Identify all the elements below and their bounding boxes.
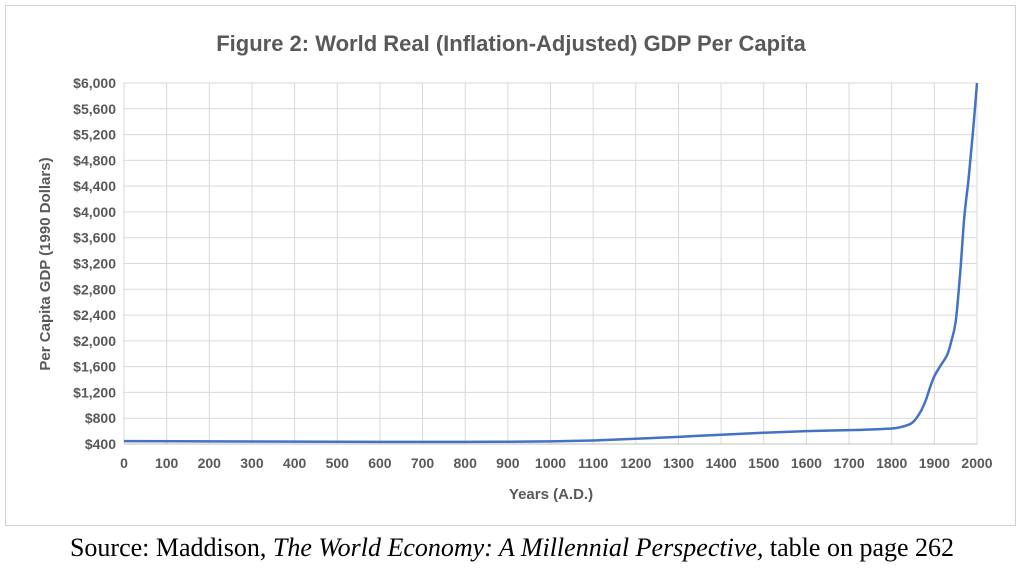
y-tick-label: $2,400: [73, 307, 116, 323]
x-tick-label: 1500: [748, 455, 779, 471]
y-axis-ticks: $400 $800 $1,200 $1,600 $2,000 $2,400 $2,800 $3…: [73, 75, 116, 452]
y-tick-label: $4,400: [73, 178, 116, 194]
x-tick-label: 0: [120, 455, 128, 471]
x-tick-label: 300: [240, 455, 264, 471]
x-axis-ticks: 0 100 200 300 400 500 600 700 800 900 1000 1100 1200…: [120, 455, 993, 471]
source-book-title: The World Economy: A Millennial Perspect…: [272, 533, 764, 562]
y-tick-label: $800: [85, 410, 116, 426]
y-axis-label: Per Capita GDP (1990 Dollars): [37, 157, 54, 370]
y-tick-label: $5,600: [73, 101, 116, 117]
x-tick-label: 200: [198, 455, 222, 471]
x-tick-label: 1700: [833, 455, 864, 471]
x-tick-label: 1200: [620, 455, 651, 471]
gridlines: [123, 82, 978, 445]
y-tick-label: $3,200: [73, 256, 116, 272]
y-tick-label: $2,000: [73, 333, 116, 349]
x-tick-label: 400: [283, 455, 307, 471]
chart-frame: [5, 5, 1016, 526]
x-tick-label: 500: [326, 455, 350, 471]
y-tick-label: $1,200: [73, 384, 116, 400]
x-tick-label: 1000: [535, 455, 566, 471]
source-caption: Source: Maddison, The World Economy: A M…: [0, 533, 1024, 563]
x-tick-label: 800: [454, 455, 478, 471]
x-tick-label: 700: [411, 455, 435, 471]
chart-title: Figure 2: World Real (Inflation-Adjusted…: [216, 31, 806, 56]
y-tick-label: $1,600: [73, 359, 116, 375]
y-tick-label: $3,600: [73, 230, 116, 246]
y-tick-label: $5,200: [73, 127, 116, 143]
series-line-gdp-per-capita: [123, 82, 979, 444]
source-suffix: table on page 262: [763, 533, 955, 562]
y-tick-label: $6,000: [73, 75, 116, 91]
x-tick-label: 1900: [919, 455, 950, 471]
y-tick-label: $2,800: [73, 281, 116, 297]
x-tick-label: 900: [496, 455, 520, 471]
x-tick-label: 1400: [706, 455, 737, 471]
y-tick-label: $4,000: [73, 204, 116, 220]
x-tick-label: 100: [155, 455, 179, 471]
x-axis-label: Years (A.D.): [509, 486, 593, 503]
source-prefix: Source: Maddison,: [69, 533, 273, 562]
y-tick-label: $400: [85, 436, 116, 452]
y-tick-label: $4,800: [73, 152, 116, 168]
x-tick-label: 1100: [578, 455, 609, 471]
x-tick-label: 1300: [663, 455, 694, 471]
x-tick-label: 1800: [876, 455, 907, 471]
x-tick-label: 2000: [961, 455, 992, 471]
x-tick-label: 1600: [791, 455, 822, 471]
x-tick-label: 600: [368, 455, 392, 471]
